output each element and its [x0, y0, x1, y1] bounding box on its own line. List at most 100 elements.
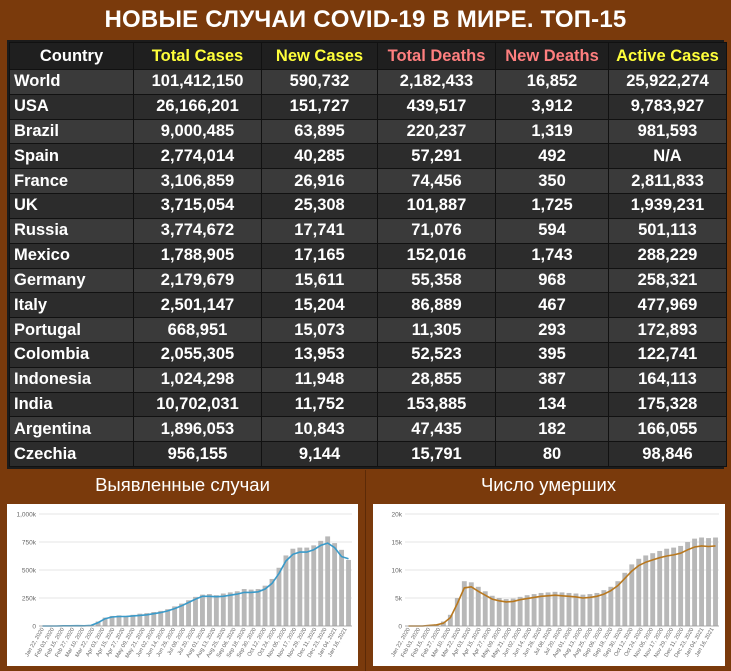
daily-bar [241, 589, 247, 626]
daily-bar [200, 594, 205, 626]
daily-bar [692, 538, 698, 626]
value-cell: 10,702,031 [133, 391, 262, 418]
value-cell: 387 [495, 366, 609, 393]
value-cell: 164,113 [608, 366, 727, 393]
value-cell: 101,887 [377, 193, 496, 219]
value-cell: 2,182,433 [377, 69, 496, 95]
value-cell: 172,893 [608, 317, 727, 343]
daily-bar [566, 592, 572, 626]
daily-bar [706, 538, 711, 626]
table-row: India 10,702,031 11,752 153,885 134 175,328 [9, 391, 727, 418]
value-cell: 2,811,833 [608, 168, 727, 195]
table-row: Portugal 668,951 15,073 11,305 293 172,893 [9, 317, 727, 343]
country-cell: Germany [9, 267, 134, 294]
daily-bar [102, 617, 108, 626]
country-cell: India [9, 391, 134, 418]
value-cell: 15,204 [261, 292, 378, 319]
y-tick-label: 250k [22, 596, 37, 603]
daily-bar [496, 598, 502, 626]
value-cell: 2,501,147 [133, 292, 262, 319]
value-cell: 25,922,274 [608, 69, 727, 95]
y-tick-label: 750k [22, 540, 37, 547]
daily-bar [116, 615, 122, 626]
daily-bar [220, 593, 226, 626]
column-header: Country [9, 42, 134, 70]
stats-table: Country Total Cases New Cases Total Deaths N… [9, 42, 727, 467]
value-cell: 166,055 [608, 416, 727, 443]
y-tick-label: 5k [395, 596, 403, 603]
table-row: USA 26,166,201 151,727 439,517 3,912 9,783,92… [9, 93, 727, 120]
table-row: Brazil 9,000,485 63,895 220,237 1,319 981,593 [9, 118, 727, 145]
daily-bar [517, 596, 523, 626]
daily-bar [580, 594, 586, 626]
value-cell: 74,456 [377, 168, 496, 195]
daily-bar [318, 540, 324, 626]
daily-bar [123, 615, 129, 626]
value-cell: 15,791 [377, 441, 496, 467]
value-cell: 1,024,298 [133, 366, 262, 393]
value-cell: 15,073 [261, 317, 378, 343]
value-cell: 477,969 [608, 292, 727, 319]
deaths-chart-title: Число умерших [480, 474, 617, 495]
value-cell: 13,953 [261, 341, 378, 368]
value-cell: 395 [495, 341, 609, 368]
y-tick-label: 10k [392, 568, 403, 575]
deaths-chart-panel: Число умерших 0 5k 10k 15k 20k Jan 22, 2020 Fe… [366, 470, 731, 671]
value-cell: 71,076 [377, 217, 496, 244]
daily-bar [144, 613, 150, 626]
value-cell: 26,166,201 [133, 93, 262, 120]
country-cell: World [9, 69, 134, 95]
value-cell: 590,732 [261, 69, 378, 95]
value-cell: 101,412,150 [133, 69, 262, 95]
value-cell: 1,319 [495, 118, 609, 145]
daily-bar [699, 537, 704, 626]
daily-bar [346, 559, 351, 626]
value-cell: 28,855 [377, 366, 496, 393]
daily-bar [524, 595, 530, 626]
covid-table: Country Total Cases New Cases Total Deaths N… [7, 40, 727, 469]
value-cell: 439,517 [377, 93, 496, 120]
country-cell: Brazil [9, 118, 134, 145]
value-cell: 17,165 [261, 242, 378, 269]
daily-bar [206, 594, 212, 626]
column-header: New Deaths [495, 42, 609, 70]
daily-bar [109, 615, 115, 626]
value-cell: 288,229 [608, 242, 727, 269]
daily-bar [475, 586, 481, 626]
table-row: Russia 3,774,672 17,741 71,076 594 501,113 [9, 217, 727, 244]
y-tick-label: 20k [392, 512, 403, 519]
daily-bar [304, 547, 310, 626]
table-row: Spain 2,774,014 40,285 57,291 492 N/A [9, 143, 727, 170]
value-cell: 9,783,927 [608, 93, 727, 120]
value-cell: 1,939,231 [608, 193, 727, 219]
daily-bar [657, 550, 663, 626]
daily-bar [468, 582, 474, 626]
daily-bar [489, 595, 495, 626]
cases-chart-title: Выявленные случаи [95, 474, 270, 495]
value-cell: 182 [495, 416, 609, 443]
daily-bar [531, 594, 537, 626]
value-cell: 981,593 [608, 118, 727, 145]
daily-bar [186, 600, 191, 626]
daily-bar [137, 613, 143, 626]
daily-bar [290, 548, 296, 626]
daily-bar [615, 581, 621, 626]
daily-bar [587, 594, 593, 626]
value-cell: 17,741 [261, 217, 378, 244]
value-cell: 1,896,053 [133, 416, 262, 443]
table-row: UK 3,715,054 25,308 101,887 1,725 1,939,231 [9, 193, 727, 219]
page-title: НОВЫЕ СЛУЧАИ COVID-19 В МИРЕ. ТОП-15 [104, 6, 627, 33]
daily-bar [538, 592, 544, 626]
daily-bar [193, 596, 198, 626]
country-cell: Czechia [9, 441, 134, 467]
y-tick-label: 500k [22, 568, 37, 575]
value-cell: 350 [495, 168, 609, 195]
value-cell: 3,774,672 [133, 217, 262, 244]
value-cell: 956,155 [133, 441, 262, 467]
daily-bar [255, 589, 261, 626]
value-cell: 1,725 [495, 193, 609, 219]
daily-bar [262, 585, 268, 626]
country-cell: France [9, 168, 134, 195]
